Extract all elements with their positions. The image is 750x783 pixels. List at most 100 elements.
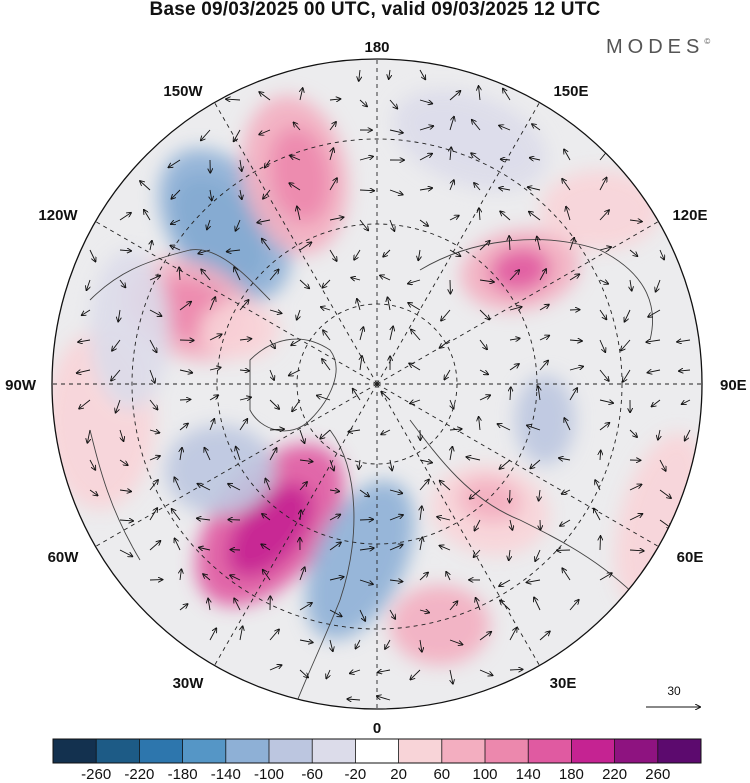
colorbar-tick-label: -60 xyxy=(301,766,323,783)
meridian-line xyxy=(376,383,540,666)
wind-vector xyxy=(179,424,188,431)
wind-vector xyxy=(629,514,642,521)
wind-vector xyxy=(89,249,96,262)
wind-vector xyxy=(269,339,275,348)
wind-vector xyxy=(530,158,541,160)
wind-vector xyxy=(299,669,308,678)
wind-vector xyxy=(389,219,394,231)
wind-vector xyxy=(599,210,609,221)
wind-vector xyxy=(297,309,300,320)
anomaly-region xyxy=(227,483,313,577)
wind-vector xyxy=(629,550,644,551)
wind-vector xyxy=(381,392,391,401)
colorbar-swatch xyxy=(269,739,313,763)
wind-vector xyxy=(239,339,251,340)
wind-vector xyxy=(209,334,222,341)
wind-vector xyxy=(685,429,691,441)
wind-vector xyxy=(418,249,420,260)
wind-vector xyxy=(527,580,541,582)
wind-vector xyxy=(149,480,158,491)
wind-vector xyxy=(359,579,373,584)
wind-vector xyxy=(446,572,450,581)
wind-vector xyxy=(449,117,454,131)
wind-vector xyxy=(380,275,391,281)
wind-vector xyxy=(539,305,549,311)
wind-vector xyxy=(226,99,241,100)
colorbar-swatch xyxy=(614,739,659,763)
wind-vector xyxy=(629,220,642,222)
wind-vector xyxy=(599,280,608,284)
wind-vector xyxy=(411,330,421,341)
wind-vector xyxy=(209,367,221,370)
colorbar-swatch xyxy=(139,739,183,763)
wind-vector xyxy=(299,640,313,643)
wind-vector xyxy=(265,159,271,168)
wind-vector xyxy=(419,69,425,79)
colorbar-tick-label: -260 xyxy=(81,766,111,783)
wind-vector xyxy=(595,480,601,491)
meridian-line xyxy=(376,383,659,547)
wind-vector xyxy=(230,575,241,581)
wind-vector xyxy=(479,669,493,675)
wind-vector xyxy=(329,542,341,551)
wind-vector xyxy=(449,91,460,101)
wind-vector xyxy=(239,300,249,311)
wind-vector xyxy=(648,370,661,373)
wind-vector xyxy=(263,189,271,199)
wind-vector xyxy=(149,309,162,316)
wind-vector xyxy=(269,270,279,281)
wind-vector xyxy=(203,574,211,581)
meridian-line xyxy=(95,383,378,547)
wind-vector xyxy=(359,69,360,81)
wind-vector xyxy=(118,309,120,322)
wind-vector xyxy=(329,577,344,580)
wind-vector xyxy=(599,423,609,431)
wind-vector xyxy=(149,369,155,383)
wind-vector xyxy=(359,219,368,230)
wind-vector xyxy=(78,340,91,342)
wind-vector xyxy=(530,459,541,468)
wind-vector xyxy=(659,249,664,260)
longitude-label: 0 xyxy=(373,720,381,737)
wind-vector xyxy=(440,339,451,348)
wind-vector xyxy=(539,489,540,501)
wind-vector xyxy=(329,609,342,616)
wind-vector xyxy=(682,399,691,404)
wind-vector xyxy=(499,188,511,190)
wind-vector xyxy=(322,279,331,288)
wind-vector xyxy=(440,546,451,551)
wind-vector xyxy=(149,430,159,433)
wind-vector xyxy=(329,99,340,100)
wind-vector xyxy=(208,599,210,611)
wind-vector xyxy=(479,339,487,349)
wind-vector xyxy=(621,339,631,351)
wind-vector xyxy=(329,515,340,521)
wind-vector xyxy=(198,249,211,254)
wind-vector xyxy=(149,399,158,410)
wind-vector xyxy=(89,489,98,496)
wind-vector xyxy=(419,126,433,131)
wind-vector xyxy=(356,639,361,649)
wind-vector xyxy=(441,309,451,321)
wind-vector xyxy=(198,484,211,491)
wind-vector xyxy=(562,179,571,191)
wind-vector xyxy=(389,69,390,79)
anomaly-region xyxy=(540,170,660,250)
wind-vector xyxy=(209,419,214,431)
wind-vector xyxy=(329,249,337,261)
wind-vector xyxy=(87,279,91,290)
wind-vector xyxy=(299,567,305,581)
wind-vector xyxy=(599,400,613,403)
wind-vector xyxy=(449,216,459,221)
wind-vector xyxy=(659,459,666,471)
colorbar-tick-label: 140 xyxy=(516,766,541,783)
wind-vector xyxy=(599,339,605,352)
wind-vector xyxy=(210,189,212,200)
wind-vector xyxy=(450,447,452,461)
wind-vector xyxy=(389,609,395,619)
brand-mark: © xyxy=(704,37,711,46)
wind-vector xyxy=(291,339,301,345)
wind-vector xyxy=(357,299,360,311)
wind-vector xyxy=(199,548,211,551)
wind-vector xyxy=(560,519,571,526)
